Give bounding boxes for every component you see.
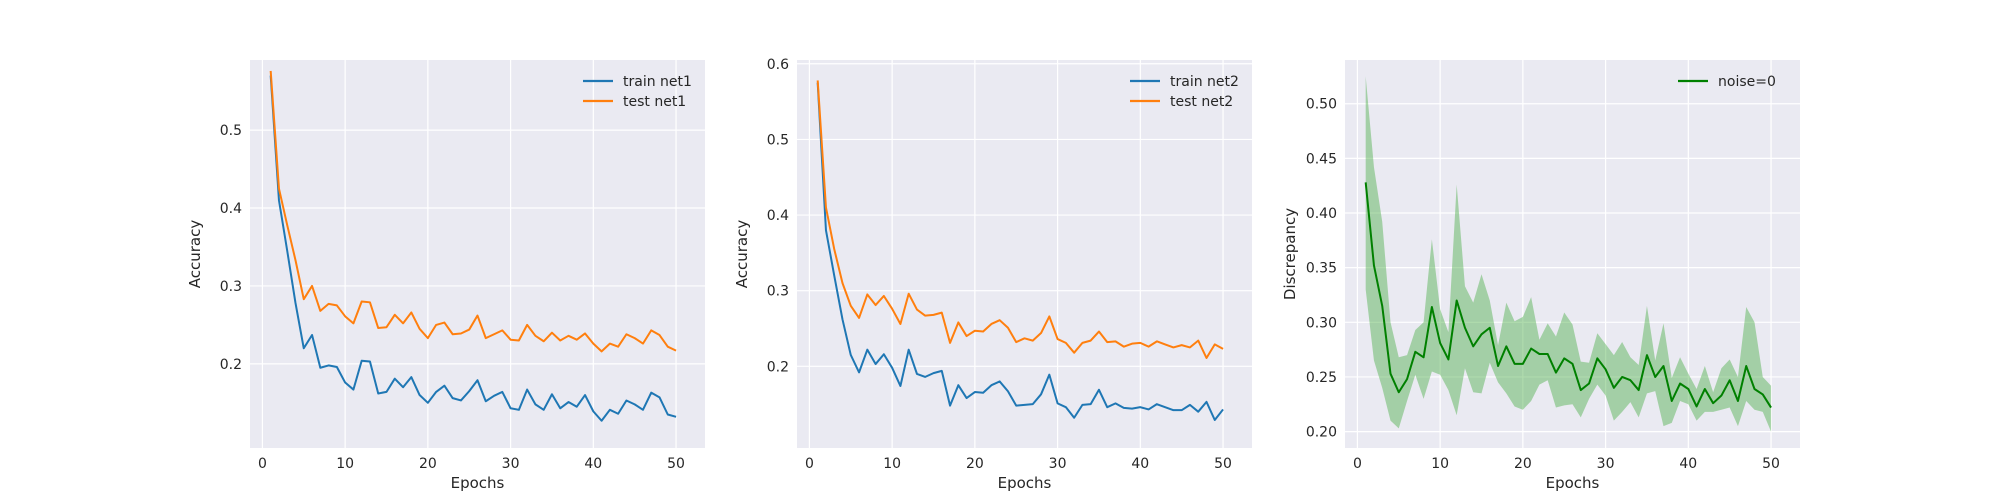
legend-label: test net2 <box>1170 94 1233 110</box>
x-tick-label: 0 <box>258 456 267 472</box>
discrepancy-plot: 0 10 20 30 40 50 0.20 0.25 0.30 0.35 0.40 0.45 0.50 E… <box>1281 60 1800 492</box>
legend-label: train net1 <box>623 74 692 90</box>
y-tick-label: 0.6 <box>767 57 789 73</box>
x-tick-label: 40 <box>1131 456 1149 472</box>
x-tick-label: 10 <box>1431 456 1449 472</box>
y-tick-label: 0.5 <box>220 123 242 139</box>
x-tick-label: 50 <box>1762 456 1780 472</box>
x-tick-label: 30 <box>1597 456 1615 472</box>
legend-label: train net2 <box>1170 74 1239 90</box>
x-tick-label: 0 <box>1353 456 1362 472</box>
y-tick-label: 0.50 <box>1306 97 1337 113</box>
x-tick-label: 50 <box>667 456 685 472</box>
x-tick-label: 20 <box>419 456 437 472</box>
accuracy-net2-plot: 0 10 20 30 40 50 0.2 0.3 0.4 0.5 0.6 Epochs Accuracy… <box>733 57 1252 492</box>
x-tick-label: 10 <box>883 456 901 472</box>
y-tick-label: 0.4 <box>220 201 242 217</box>
y-tick-label: 0.20 <box>1306 425 1337 441</box>
x-tick-label: 20 <box>1514 456 1532 472</box>
x-tick-label: 10 <box>336 456 354 472</box>
y-tick-label: 0.3 <box>767 284 789 300</box>
y-tick-label: 0.35 <box>1306 261 1337 277</box>
y-tick-label: 0.3 <box>220 279 242 295</box>
x-tick-label: 0 <box>805 456 814 472</box>
y-tick-label: 0.2 <box>220 357 242 373</box>
plot-area <box>250 60 705 448</box>
confidence-band <box>1365 76 1772 432</box>
y-tick-label: 0.2 <box>767 359 789 375</box>
plot-area <box>797 60 1252 448</box>
y-tick-label: 0.25 <box>1306 370 1337 386</box>
x-tick-label: 40 <box>1679 456 1697 472</box>
series-line <box>816 80 1224 359</box>
y-tick-label: 0.4 <box>767 208 789 224</box>
legend-label: noise=0 <box>1718 74 1776 90</box>
x-axis-label: Epochs <box>998 474 1052 492</box>
y-tick-label: 0.5 <box>767 132 789 148</box>
y-axis-label: Discrepancy <box>1281 208 1299 300</box>
x-axis-label: Epochs <box>1546 474 1600 492</box>
x-axis-label: Epochs <box>451 474 505 492</box>
y-axis-label: Accuracy <box>186 220 204 289</box>
plot-area <box>1345 60 1800 448</box>
series-line <box>1364 182 1772 409</box>
x-tick-label: 30 <box>1049 456 1067 472</box>
y-tick-label: 0.30 <box>1306 315 1337 331</box>
x-tick-label: 50 <box>1214 456 1232 472</box>
series-line <box>816 82 1224 422</box>
y-tick-label: 0.40 <box>1306 206 1337 222</box>
x-tick-label: 20 <box>966 456 984 472</box>
series-line <box>269 70 677 353</box>
accuracy-net1-plot: 0 10 20 30 40 50 0.2 0.3 0.4 0.5 Epochs Accuracy tra… <box>186 60 705 492</box>
x-tick-label: 30 <box>502 456 520 472</box>
x-tick-label: 40 <box>584 456 602 472</box>
y-tick-label: 0.45 <box>1306 151 1337 167</box>
legend-label: test net1 <box>623 94 686 110</box>
series-line <box>269 75 677 422</box>
y-axis-label: Accuracy <box>733 220 751 289</box>
